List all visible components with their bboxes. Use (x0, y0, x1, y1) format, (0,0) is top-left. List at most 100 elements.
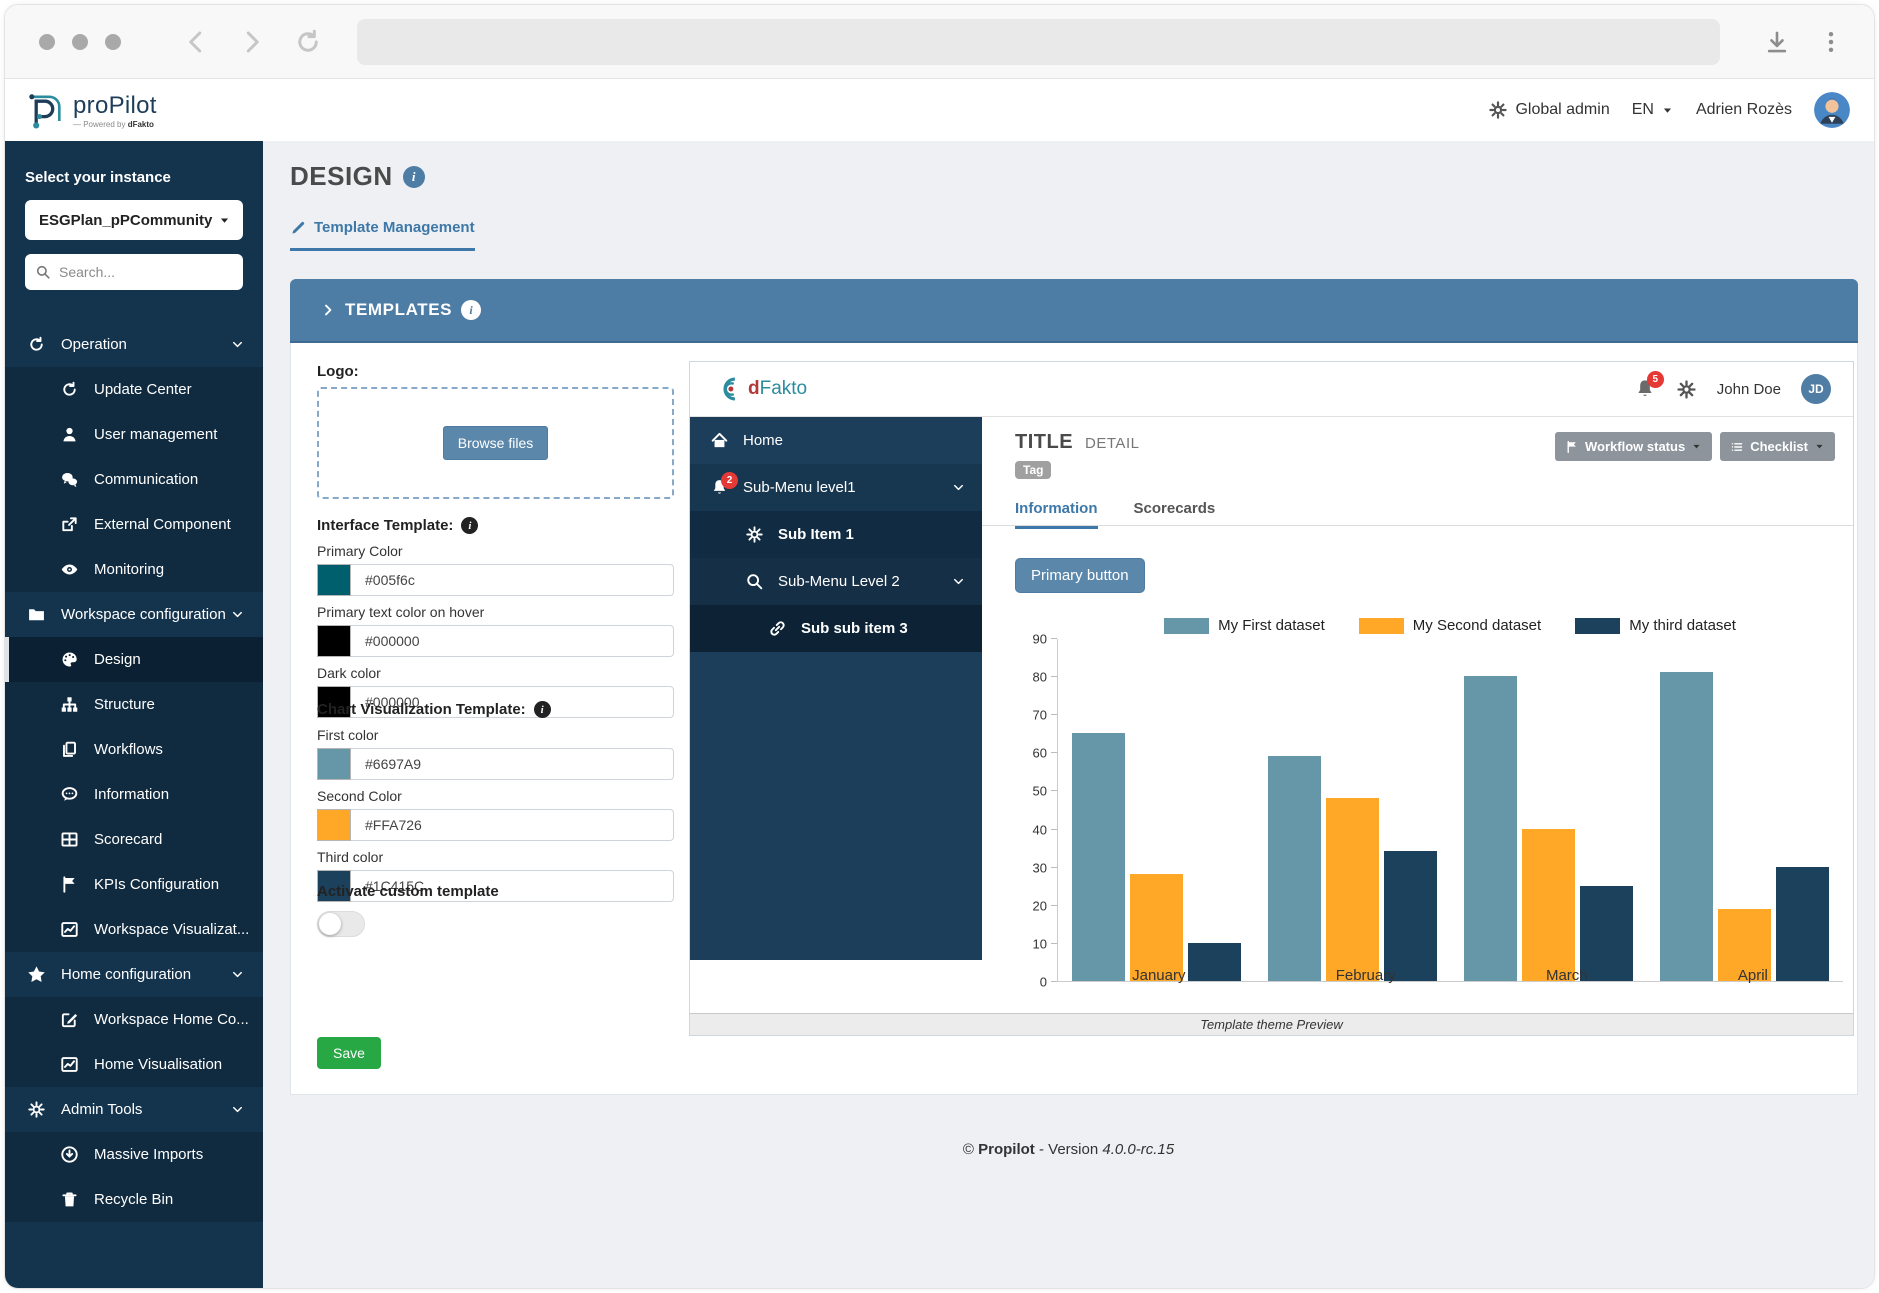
color-swatch[interactable] (317, 625, 351, 657)
window-zoom-icon[interactable] (105, 33, 121, 50)
sidebar-item-structure[interactable]: Structure (5, 682, 263, 727)
preview-menu-label: Sub-Menu Level 2 (778, 573, 900, 590)
bar-march-my-third-dataset[interactable] (1580, 885, 1634, 981)
sidebar-item-home-configuration[interactable]: Home configuration (5, 952, 263, 997)
preview-menu-sub-menu-level1[interactable]: 2 Sub-Menu level1 (690, 464, 982, 511)
bar-april-my-second-dataset[interactable] (1718, 908, 1772, 981)
info-icon[interactable]: i (461, 300, 482, 320)
chevron-right-icon (320, 302, 336, 318)
sidebar-item-information[interactable]: Information (5, 772, 263, 817)
sidebar-item-kpis-configuration[interactable]: KPIs Configuration (5, 862, 263, 907)
color-input[interactable] (351, 748, 674, 780)
bar-january-my-first-dataset[interactable] (1071, 733, 1125, 981)
x-tick-label: March (1545, 967, 1588, 984)
color-input[interactable] (351, 564, 674, 596)
preview-sidebar: Home 2 Sub-Menu level1 Sub Item 1 Sub-Menu L… (690, 417, 982, 960)
sidebar-item-workspace-visualizat[interactable]: Workspace Visualizat... (5, 907, 263, 952)
bar-january-my-second-dataset[interactable] (1129, 874, 1183, 981)
y-tick-label: 50 (1032, 783, 1047, 799)
table-icon (60, 830, 79, 849)
info-icon[interactable]: i (461, 517, 479, 534)
sidebar-item-label: External Component (94, 516, 231, 533)
legend-swatch (1164, 617, 1210, 634)
y-tick-label: 0 (1039, 974, 1047, 990)
color-swatch[interactable] (317, 686, 351, 718)
bar-april-my-third-dataset[interactable] (1776, 866, 1830, 981)
color-swatch[interactable] (317, 870, 351, 902)
info-icon[interactable]: i (402, 165, 425, 188)
sidebar-item-scorecard[interactable]: Scorecard (5, 817, 263, 862)
back-icon[interactable] (181, 27, 211, 57)
refresh-icon[interactable] (293, 27, 323, 57)
tab-information[interactable]: Information (1015, 500, 1098, 529)
bar-january-my-third-dataset[interactable] (1187, 942, 1241, 981)
instance-select[interactable]: ESGPlan_pPCommunity (25, 200, 243, 240)
sidebar-item-update-center[interactable]: Update Center (5, 367, 263, 412)
preview-menu-sub-item-1[interactable]: Sub Item 1 (690, 511, 982, 558)
star-icon (27, 965, 46, 984)
logo-dropzone[interactable]: Browse files (317, 387, 674, 499)
checklist-button[interactable]: Checklist (1720, 432, 1835, 461)
user-name[interactable]: Adrien Rozès (1695, 101, 1792, 118)
sidebar-item-design[interactable]: Design (5, 637, 263, 682)
global-admin-menu[interactable]: Global admin (1488, 100, 1610, 120)
color-input[interactable] (351, 870, 674, 902)
legend-my-first-dataset[interactable]: My First dataset (1164, 617, 1325, 634)
preview-user-name[interactable]: John Doe (1716, 380, 1781, 398)
sidebar-item-label: Information (94, 786, 170, 803)
color-swatch[interactable] (317, 564, 351, 596)
sidebar-item-admin-tools[interactable]: Admin Tools (5, 1087, 263, 1132)
color-input[interactable] (351, 686, 674, 718)
window-minimize-icon[interactable] (72, 33, 88, 50)
legend-my-second-dataset[interactable]: My Second dataset (1358, 617, 1541, 634)
sidebar-item-home-visualisation[interactable]: Home Visualisation (5, 1042, 263, 1087)
activate-template-toggle[interactable] (317, 911, 365, 937)
sidebar-item-workspace-configuration[interactable]: Workspace configuration (5, 592, 263, 637)
color-swatch[interactable] (317, 809, 351, 841)
sidebar-item-massive-imports[interactable]: Massive Imports (5, 1132, 263, 1177)
tab-template-management[interactable]: Template Management (290, 219, 475, 251)
tab-scorecards[interactable]: Scorecards (1133, 500, 1216, 517)
gear-icon[interactable] (1676, 379, 1697, 400)
forward-icon[interactable] (237, 27, 267, 57)
sidebar-item-communication[interactable]: Communication (5, 457, 263, 502)
bar-april-my-first-dataset[interactable] (1660, 672, 1714, 981)
sidebar-item-monitoring[interactable]: Monitoring (5, 547, 263, 592)
bar-march-my-first-dataset[interactable] (1464, 676, 1518, 981)
workflow-status-button[interactable]: Workflow status (1555, 432, 1713, 461)
browse-files-button[interactable]: Browse files (442, 426, 549, 460)
info-icon[interactable]: i (533, 701, 551, 718)
color-input[interactable] (351, 809, 674, 841)
bar-february-my-first-dataset[interactable] (1267, 756, 1321, 981)
download-icon[interactable] (1764, 29, 1790, 55)
sidebar-item-label: Update Center (94, 381, 192, 398)
templates-section-header[interactable]: TEMPLATES i (290, 279, 1858, 343)
search-input[interactable] (59, 264, 233, 280)
sidebar-item-workspace-home-co[interactable]: Workspace Home Co... (5, 997, 263, 1042)
address-bar[interactable] (357, 18, 1720, 65)
sidebar-item-operation[interactable]: Operation (5, 322, 263, 367)
legend-my-third-dataset[interactable]: My third dataset (1575, 617, 1736, 634)
bar-february-my-second-dataset[interactable] (1325, 798, 1379, 981)
preview-menu-sub-menu-level-2[interactable]: Sub-Menu Level 2 (690, 558, 982, 605)
color-input[interactable] (351, 625, 674, 657)
language-selector[interactable]: EN (1632, 101, 1674, 119)
preview-menu-home[interactable]: Home (690, 417, 982, 464)
preview-menu-sub-sub-item-3[interactable]: Sub sub item 3 (690, 605, 982, 652)
sidebar-item-user-management[interactable]: User management (5, 412, 263, 457)
avatar[interactable] (1814, 92, 1850, 128)
notifications-bell-icon[interactable]: 5 (1634, 371, 1664, 400)
window-close-icon[interactable] (39, 33, 55, 50)
bar-february-my-third-dataset[interactable] (1383, 851, 1437, 981)
save-button[interactable]: Save (317, 1037, 381, 1069)
chevron-down-icon (951, 480, 966, 495)
bar-march-my-second-dataset[interactable] (1522, 828, 1576, 981)
color-swatch[interactable] (317, 748, 351, 780)
sidebar-item-recycle-bin[interactable]: Recycle Bin (5, 1177, 263, 1222)
sidebar-item-workflows[interactable]: Workflows (5, 727, 263, 772)
sidebar-item-external-component[interactable]: External Component (5, 502, 263, 547)
kebab-menu-icon[interactable] (1818, 29, 1844, 55)
sidebar-item-label: Design (94, 651, 141, 668)
primary-button[interactable]: Primary button (1015, 558, 1145, 593)
preview-avatar[interactable]: JD (1801, 374, 1831, 404)
